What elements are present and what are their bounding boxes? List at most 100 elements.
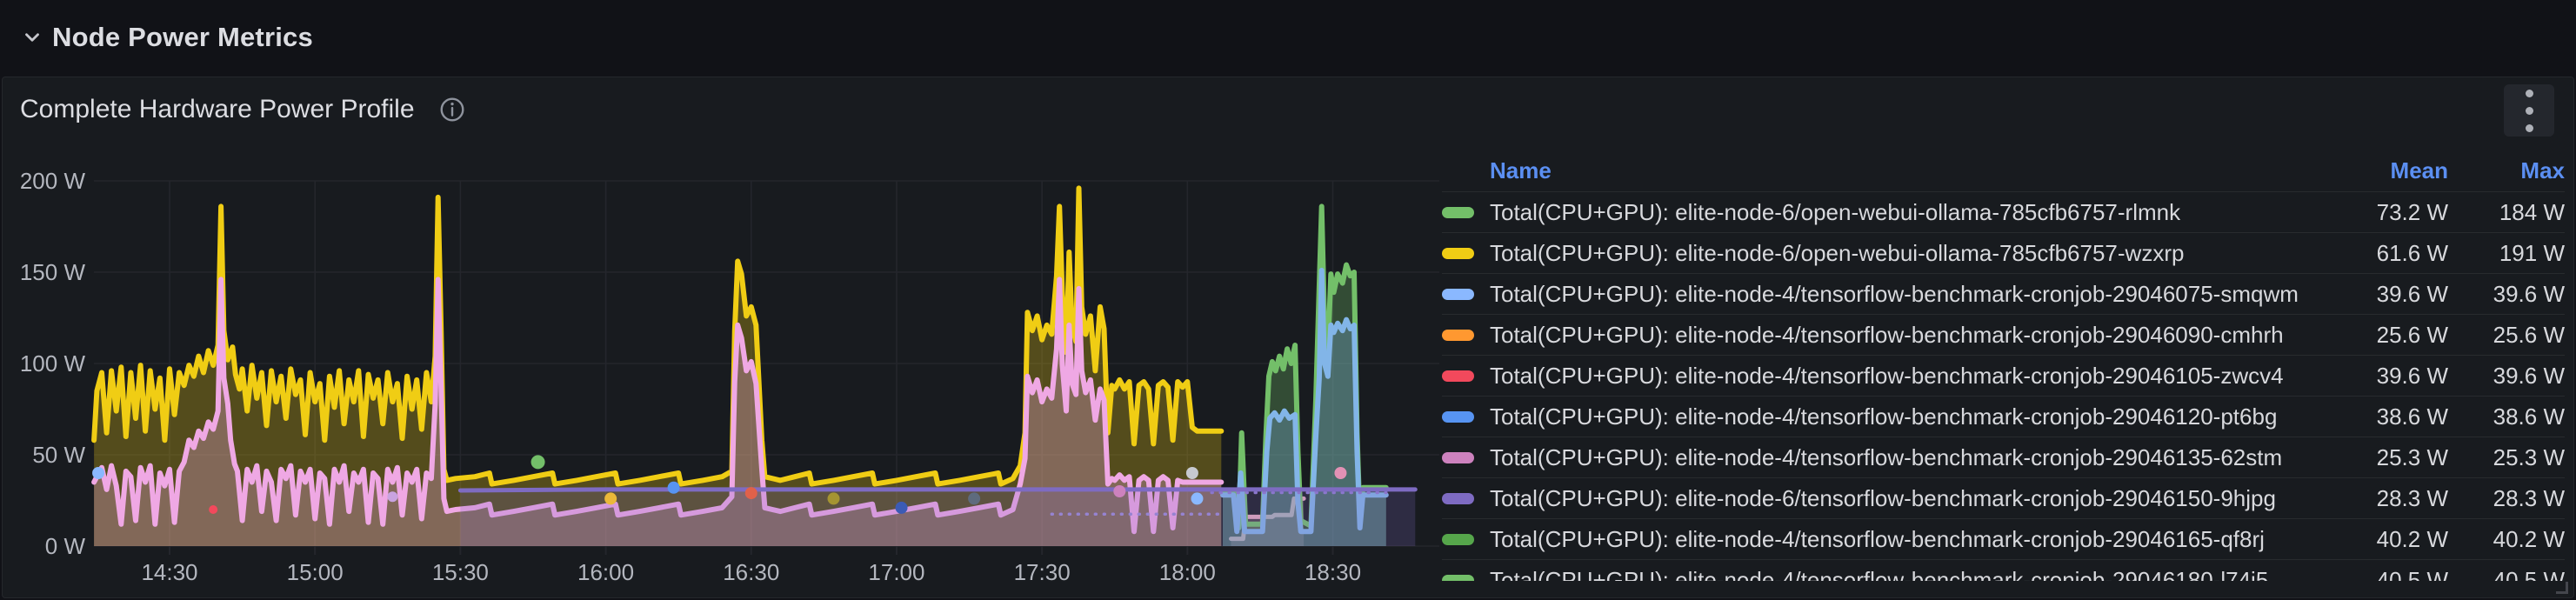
y-axis-tick-label: 0 W	[45, 533, 86, 559]
x-axis-tick-label: 15:00	[287, 559, 344, 585]
info-icon[interactable]	[437, 95, 467, 124]
legend-series-name[interactable]: Total(CPU+GPU): elite-node-6/open-webui-…	[1490, 198, 2181, 225]
legend-header-mean[interactable]: Mean	[2390, 157, 2448, 183]
series-line-pink-total-series[interactable]	[91, 277, 1225, 535]
panel-resize-handle[interactable]	[2556, 582, 2568, 594]
data-point-dot[interactable]	[968, 492, 981, 505]
series-color-marker[interactable]	[1442, 574, 1474, 581]
legend-row[interactable]: Total(CPU+GPU): elite-node-4/tensorflow-…	[1442, 314, 2565, 355]
legend-series-max: 40.5 W	[2493, 566, 2565, 582]
legend-series-mean: 28.3 W	[2376, 484, 2448, 511]
series-line-salmon-step-series[interactable]	[1229, 496, 1306, 542]
legend-series-name[interactable]: Total(CPU+GPU): elite-node-4/tensorflow-…	[1490, 280, 2299, 307]
data-point-dot[interactable]	[604, 492, 617, 505]
legend-series-max: 38.6 W	[2493, 403, 2565, 430]
series-line-lightblue-total-series[interactable]	[1220, 267, 1389, 535]
series-color-marker[interactable]	[1442, 451, 1474, 463]
legend-row[interactable]: Total(CPU+GPU): elite-node-4/tensorflow-…	[1442, 518, 2565, 559]
series-color-marker[interactable]	[1442, 247, 1474, 259]
series-color-marker[interactable]	[1442, 206, 1474, 218]
data-point-dot[interactable]	[667, 481, 680, 494]
data-point-dot[interactable]	[92, 467, 105, 479]
legend-series-name[interactable]: Total(CPU+GPU): elite-node-4/tensorflow-…	[1490, 362, 2284, 389]
legend-series-mean: 61.6 W	[2376, 239, 2448, 266]
legend-row[interactable]: Total(CPU+GPU): elite-node-6/open-webui-…	[1442, 191, 2565, 232]
legend-series-mean: 38.6 W	[2376, 403, 2448, 430]
series-color-marker[interactable]	[1442, 370, 1474, 382]
data-point-dot[interactable]	[387, 491, 398, 503]
legend-row[interactable]: Total(CPU+GPU): elite-node-4/tensorflow-…	[1442, 559, 2565, 581]
legend-row[interactable]: Total(CPU+GPU): elite-node-6/tensorflow-…	[1442, 477, 2565, 518]
x-axis-tick-label: 17:30	[1014, 559, 1071, 585]
legend-series-max: 40.2 W	[2493, 525, 2565, 552]
power-timeseries-chart[interactable]: 0 W 50 W 100 W 150 W 200 W 14:30 15:00 15:30 16:…	[3, 144, 1446, 596]
legend-series-name[interactable]: Total(CPU+GPU): elite-node-4/tensorflow-…	[1490, 525, 2265, 552]
series-area-open-webui-ollama-rlmnk-total	[1223, 206, 1386, 546]
legend-series-mean: 39.6 W	[2376, 280, 2448, 307]
legend-series-mean: 25.6 W	[2376, 321, 2448, 348]
y-axis-tick-label: 50 W	[32, 442, 85, 468]
legend-series-mean: 25.3 W	[2376, 443, 2448, 470]
data-point-dot[interactable]	[1185, 467, 1198, 479]
series-color-marker[interactable]	[1442, 329, 1474, 341]
panel-menu-button[interactable]	[2504, 84, 2554, 137]
legend-series-mean: 73.2 W	[2376, 198, 2448, 225]
legend-series-name[interactable]: Total(CPU+GPU): elite-node-4/tensorflow-…	[1490, 403, 2278, 430]
x-axis-tick-label: 17:00	[868, 559, 924, 585]
panel-title: Complete Hardware Power Profile	[20, 95, 415, 123]
panel-header[interactable]: Complete Hardware Power Profile	[3, 77, 2573, 142]
data-point-dot[interactable]	[744, 487, 757, 500]
series-color-marker[interactable]	[1442, 492, 1474, 504]
legend-series-name[interactable]: Total(CPU+GPU): elite-node-6/tensorflow-…	[1490, 484, 2276, 511]
data-point-dot[interactable]	[531, 455, 545, 470]
legend-row[interactable]: Total(CPU+GPU): elite-node-6/open-webui-…	[1442, 232, 2565, 273]
legend-series-name[interactable]: Total(CPU+GPU): elite-node-6/open-webui-…	[1490, 239, 2185, 266]
y-axis-tick-label: 200 W	[20, 168, 86, 194]
legend-series-mean: 40.5 W	[2376, 566, 2448, 582]
legend-series-max: 191 W	[2499, 239, 2565, 266]
y-axis-tick-label: 100 W	[20, 350, 86, 377]
legend-series-mean: 39.6 W	[2376, 362, 2448, 389]
legend-row[interactable]: Total(CPU+GPU): elite-node-4/tensorflow-…	[1442, 396, 2565, 437]
legend-row[interactable]: Total(CPU+GPU): elite-node-4/tensorflow-…	[1442, 273, 2565, 314]
dashboard-row-header[interactable]: Node Power Metrics	[0, 0, 2576, 75]
series-color-marker[interactable]	[1442, 410, 1474, 423]
legend-series-mean: 40.2 W	[2376, 525, 2448, 552]
legend-table: Name Mean Max Total(CPU+GPU): elite-node-6/…	[1442, 150, 2565, 581]
legend-header-name[interactable]: Name	[1490, 157, 1552, 183]
data-point-dot[interactable]	[1113, 485, 1126, 497]
series-area-tensorflow-9hjpg-total	[460, 489, 1416, 546]
series-area-salmon-step-series	[1231, 498, 1305, 546]
legend-header-max[interactable]: Max	[2520, 157, 2565, 183]
kebab-dot	[2525, 89, 2533, 97]
legend-series-max: 39.6 W	[2493, 280, 2565, 307]
legend-series-max: 28.3 W	[2493, 484, 2565, 511]
series-line-open-webui-ollama-rlmnk-total[interactable]	[1220, 203, 1389, 530]
row-title: Node Power Metrics	[52, 22, 313, 52]
legend-series-name[interactable]: Total(CPU+GPU): elite-node-4/tensorflow-…	[1490, 443, 2283, 470]
series-color-marker[interactable]	[1442, 533, 1474, 545]
data-point-dot[interactable]	[1191, 492, 1204, 505]
data-point-dot[interactable]	[209, 505, 218, 514]
series-color-marker[interactable]	[1442, 288, 1474, 300]
chevron-down-icon[interactable]	[19, 24, 45, 50]
legend-row[interactable]: Total(CPU+GPU): elite-node-4/tensorflow-…	[1442, 437, 2565, 477]
legend-marker-spacer	[1442, 165, 1474, 177]
legend-series-max: 39.6 W	[2493, 362, 2565, 389]
legend-row[interactable]: Total(CPU+GPU): elite-node-4/tensorflow-…	[1442, 355, 2565, 396]
kebab-dot	[2525, 106, 2533, 115]
legend-series-max: 25.3 W	[2493, 443, 2565, 470]
data-point-dot[interactable]	[895, 501, 908, 514]
x-axis-tick-label: 16:30	[723, 559, 779, 585]
legend-series-name[interactable]: Total(CPU+GPU): elite-node-4/tensorflow-…	[1490, 321, 2284, 348]
series-area-lightblue-total-series	[1223, 270, 1386, 546]
legend-series-name[interactable]: Total(CPU+GPU): elite-node-4/tensorflow-…	[1490, 566, 2269, 582]
x-axis-tick-label: 18:30	[1305, 559, 1361, 585]
kebab-dot	[2525, 123, 2533, 132]
series-area-open-webui-ollama-wzxrp-total	[94, 188, 1222, 546]
data-point-dot[interactable]	[827, 492, 840, 505]
series-line-open-webui-ollama-wzxrp-total[interactable]	[91, 185, 1225, 487]
legend-series-max: 184 W	[2499, 198, 2565, 225]
data-point-dot[interactable]	[1334, 467, 1347, 479]
